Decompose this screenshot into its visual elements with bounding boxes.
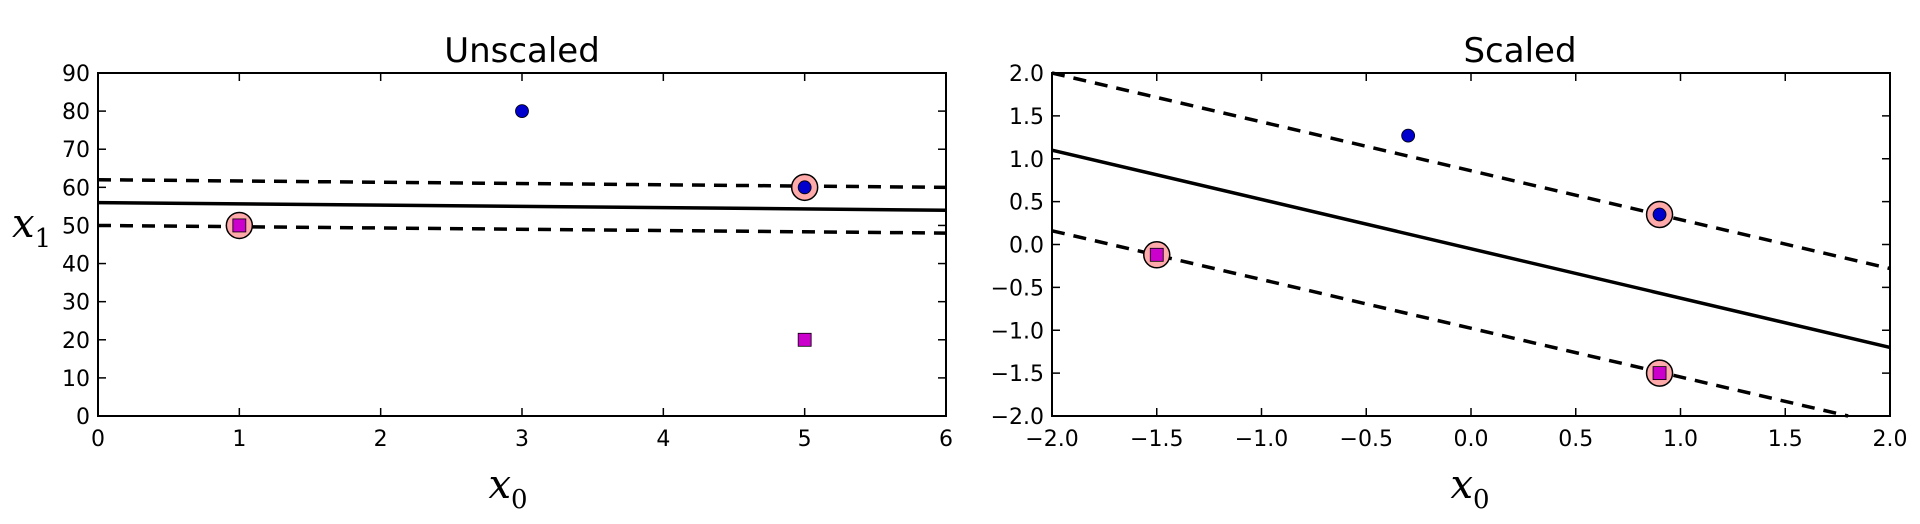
scaled-ytick-label: −0.5 <box>991 276 1044 301</box>
unscaled-x-axis-label: x0 <box>488 462 527 515</box>
unscaled-ytick-label: 0 <box>76 405 90 430</box>
scaled-ticks: −2.0 −1.5 −1.0 −0.5 0.0 0.5 1.0 1.5 2.0 −2.0 −1.5 −… <box>991 62 1908 452</box>
unscaled-decision-lines <box>97 177 947 235</box>
unscaled-ylabel-sub: 1 <box>35 224 52 254</box>
unscaled-title: Unscaled <box>444 31 600 71</box>
scaled-ytick-label: 1.5 <box>1009 105 1044 130</box>
unscaled-point-circle <box>515 104 529 119</box>
unscaled-plot-area <box>97 72 947 417</box>
unscaled-xtick-label: 2 <box>374 427 388 452</box>
scaled-panel: Scaled −2.0 −1.5 −1.0 −0.5 0.0 0.5 1.0 1.5 2.0−2… <box>991 31 1908 515</box>
unscaled-xtick-label: 4 <box>656 427 670 452</box>
scaled-ytick-label: 1.0 <box>1009 148 1044 173</box>
scaled-point-circle <box>1652 207 1667 222</box>
unscaled-ytick-label: 50 <box>62 214 90 239</box>
unscaled-ylabel-base: x <box>12 201 35 247</box>
scaled-margin-line <box>1051 229 1849 418</box>
unscaled-point-circle <box>797 180 812 195</box>
scaled-xtick-label: 1.0 <box>1663 427 1698 452</box>
unscaled-margin-line <box>97 223 947 235</box>
unscaled-xlabel-base: x <box>488 462 511 508</box>
scaled-xlabel-base: x <box>1450 462 1473 508</box>
scaled-decision-lines <box>1051 71 1891 418</box>
unscaled-ytick-label: 10 <box>62 367 90 392</box>
scaled-xtick-label: −1.5 <box>1130 427 1183 452</box>
unscaled-ytick-label: 80 <box>62 100 90 125</box>
scaled-margin-line <box>1051 71 1891 271</box>
scaled-decision-boundary <box>1051 148 1891 350</box>
unscaled-decision-boundary <box>97 200 947 212</box>
unscaled-xtick-label: 6 <box>939 427 953 452</box>
unscaled-xtick-label: 1 <box>232 427 246 452</box>
scaled-xtick-label: 0.0 <box>1454 427 1489 452</box>
unscaled-ytick-label: 40 <box>62 253 90 278</box>
unscaled-ytick-label: 30 <box>62 291 90 316</box>
unscaled-xtick-label: 5 <box>798 427 812 452</box>
scaled-xtick-label: −0.5 <box>1340 427 1393 452</box>
unscaled-points <box>232 104 812 347</box>
scaled-xtick-label: 1.5 <box>1768 427 1803 452</box>
scaled-ytick-label: −1.0 <box>991 319 1044 344</box>
scaled-ytick-label: −2.0 <box>991 405 1044 430</box>
unscaled-xtick-label: 3 <box>515 427 529 452</box>
unscaled-point-square <box>797 332 812 347</box>
scaled-xlabel-sub: 0 <box>1473 485 1490 515</box>
scaled-title: Scaled <box>1463 31 1576 71</box>
unscaled-ytick-label: 90 <box>62 62 90 87</box>
unscaled-ytick-label: 60 <box>62 176 90 201</box>
scaled-xtick-label: −2.0 <box>1025 427 1078 452</box>
unscaled-y-axis-label: x1 <box>12 201 51 254</box>
unscaled-point-square <box>232 218 247 233</box>
scaled-xtick-label: 2.0 <box>1873 427 1908 452</box>
unscaled-ytick-label: 20 <box>62 329 90 354</box>
scaled-point-square <box>1149 247 1164 262</box>
scaled-ytick-label: −1.5 <box>991 362 1044 387</box>
unscaled-margin-line <box>97 177 947 190</box>
scaled-ytick-label: 0.0 <box>1009 234 1044 259</box>
unscaled-xlabel-sub: 0 <box>511 485 528 515</box>
scaled-x-axis-label: x0 <box>1450 462 1489 515</box>
scaled-plot-area <box>1051 72 1891 417</box>
scaled-xtick-label: −1.0 <box>1235 427 1288 452</box>
scaled-ytick-label: 0.5 <box>1009 191 1044 216</box>
scaled-point-square <box>1652 366 1667 381</box>
unscaled-xtick-label: 0 <box>91 427 105 452</box>
scaled-xtick-label: 0.5 <box>1558 427 1593 452</box>
scaled-ytick-label: 2.0 <box>1009 62 1044 87</box>
unscaled-ytick-label: 70 <box>62 138 90 163</box>
scaled-point-circle <box>1401 128 1416 143</box>
scaled-points <box>1149 128 1667 381</box>
